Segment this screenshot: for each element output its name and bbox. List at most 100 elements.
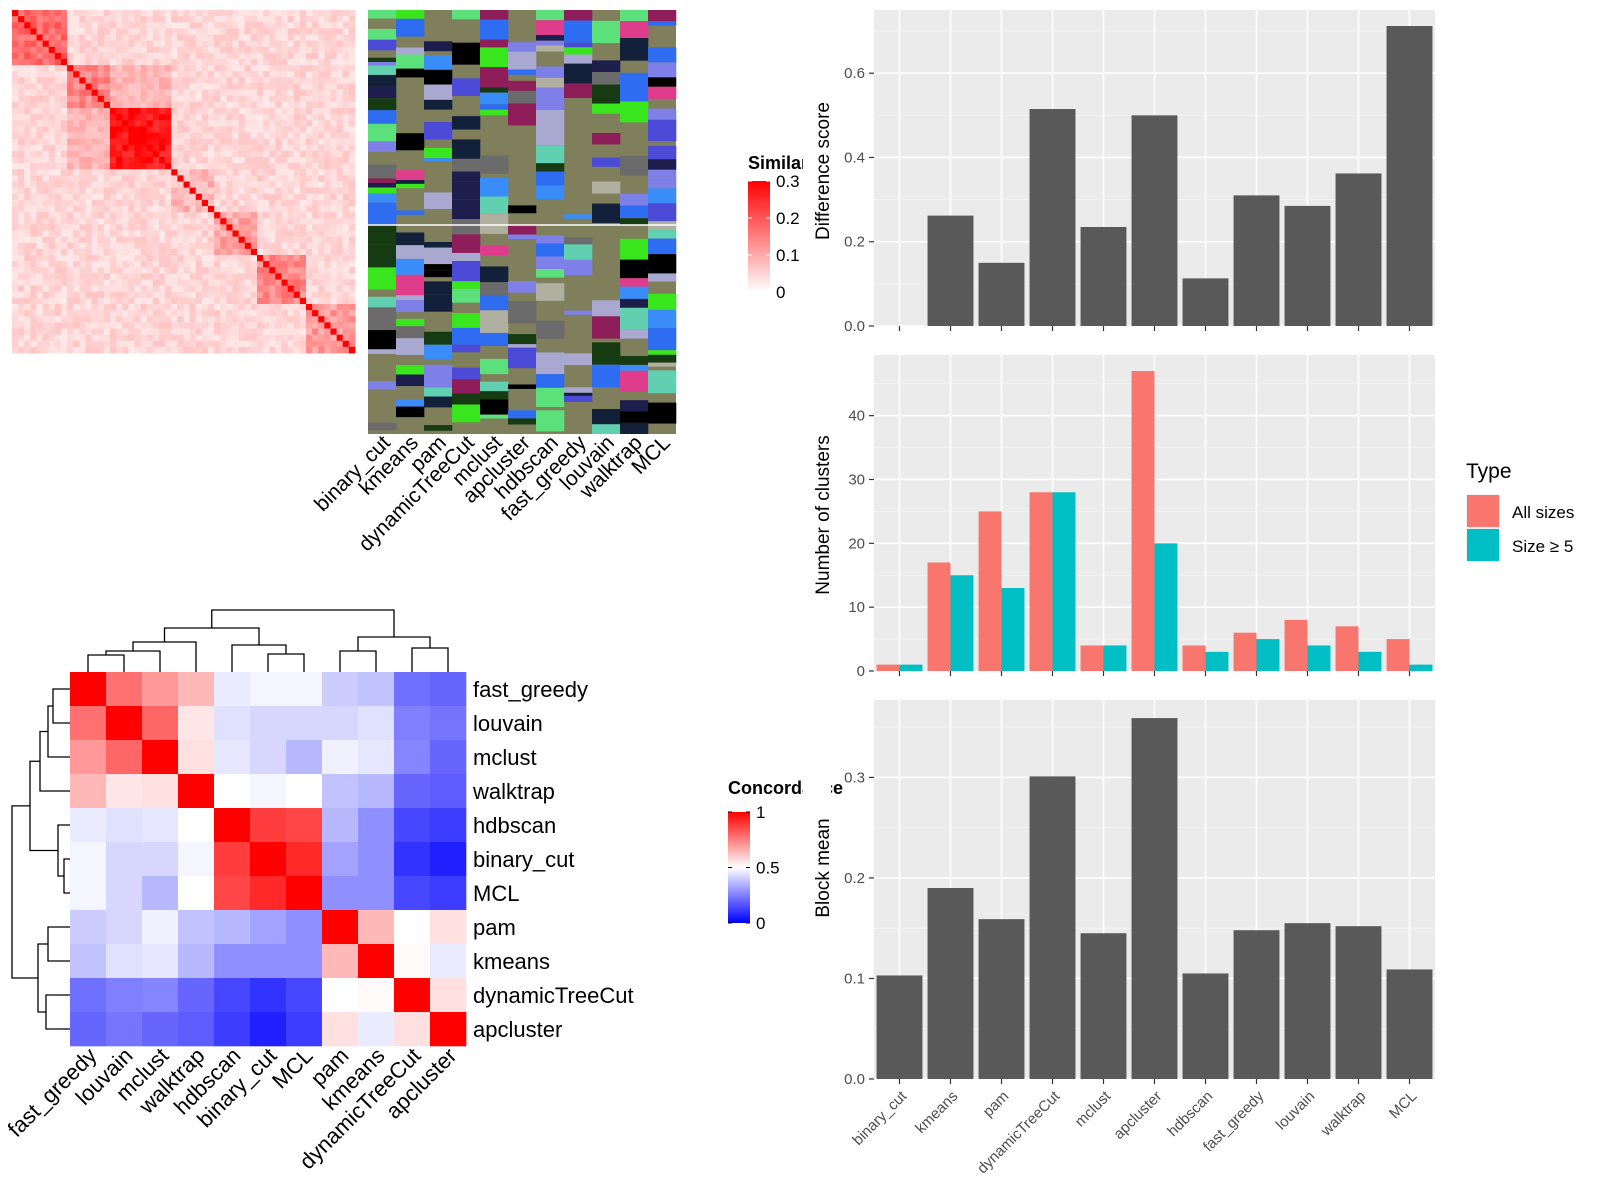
similarity-cell	[24, 120, 31, 127]
similarity-cell	[152, 83, 160, 91]
similarity-cell	[238, 83, 246, 91]
similarity-cell	[312, 212, 319, 219]
similarity-cell	[91, 267, 99, 274]
similarity-cell	[189, 65, 197, 72]
similarity-cell	[287, 77, 295, 84]
similarity-cell	[275, 304, 282, 311]
bar-pam-size-ge5	[1001, 588, 1025, 671]
similarity-cell	[318, 89, 325, 97]
similarity-cell	[103, 28, 111, 35]
annotation-segment	[592, 103, 621, 114]
similarity-cell	[189, 77, 197, 84]
similarity-cell	[30, 83, 37, 91]
similarity-cell	[306, 322, 313, 329]
similarity-cell	[91, 193, 99, 201]
similarity-cell	[189, 224, 197, 231]
similarity-cell	[24, 169, 31, 176]
similarity-cell	[238, 193, 246, 201]
similarity-cell	[110, 28, 117, 35]
concordance-cell	[142, 774, 179, 809]
similarity-cell	[24, 138, 31, 146]
column-dendrogram	[87, 609, 449, 672]
similarity-cell	[312, 150, 319, 158]
similarity-cell	[287, 242, 295, 250]
similarity-cell	[318, 181, 325, 189]
similarity-cell	[146, 77, 154, 84]
similarity-cell	[189, 255, 197, 262]
similarity-cell	[324, 46, 331, 54]
similarity-cell	[134, 236, 142, 244]
annotation-segment	[396, 170, 425, 181]
similarity-cell	[238, 261, 246, 268]
similarity-cell	[116, 108, 123, 115]
similarity-cell	[232, 132, 240, 140]
similarity-cell	[293, 59, 301, 66]
similarity-cell	[318, 248, 325, 256]
similarity-cell	[97, 273, 105, 280]
similarity-cell	[146, 132, 154, 140]
similarity-cell	[128, 181, 135, 189]
similarity-cell	[318, 132, 325, 140]
similarity-cell	[159, 138, 166, 146]
similarity-cell	[293, 157, 301, 164]
similarity-cell	[48, 34, 56, 42]
similarity-cell	[226, 28, 233, 35]
bar-dynamictreecut-all-sizes	[1029, 492, 1053, 671]
similarity-cell	[79, 242, 86, 250]
similarity-cell	[36, 22, 44, 29]
similarity-cell	[103, 71, 111, 78]
similarity-cell	[330, 77, 338, 84]
similarity-cell	[42, 150, 50, 158]
similarity-cell	[324, 132, 331, 140]
similarity-cell	[67, 248, 74, 256]
bar-dynamictreecut	[1029, 109, 1076, 326]
similarity-cell	[299, 157, 307, 164]
similarity-cell	[336, 65, 344, 72]
similarity-cell	[177, 157, 184, 164]
similarity-cell	[73, 144, 80, 152]
similarity-cell	[140, 322, 148, 329]
similarity-cell	[281, 248, 289, 256]
similarity-cell	[67, 236, 74, 244]
similarity-cell	[48, 40, 56, 48]
similarity-cell	[85, 267, 93, 274]
similarity-cell	[312, 304, 319, 311]
similarity-cell	[208, 144, 215, 152]
similarity-cell	[201, 242, 209, 250]
similarity-cell	[152, 175, 160, 182]
similarity-cell	[30, 71, 37, 78]
similarity-cell	[18, 181, 25, 189]
similarity-cell	[330, 334, 338, 342]
similarity-cell	[165, 132, 172, 140]
similarity-cell	[183, 248, 191, 256]
similarity-cell	[48, 187, 56, 195]
similarity-cell	[318, 340, 325, 348]
similarity-cell	[171, 267, 178, 274]
similarity-cell	[281, 163, 289, 170]
similarity-cell	[330, 120, 338, 127]
similarity-cell	[42, 322, 50, 329]
annotation-segment	[424, 294, 453, 312]
similarity-cell	[42, 169, 50, 176]
similarity-cell	[220, 255, 227, 262]
similarity-cell	[293, 77, 301, 84]
similarity-cell	[238, 95, 246, 103]
similarity-cell	[73, 157, 80, 164]
similarity-cell	[195, 101, 203, 109]
similarity-cell	[36, 261, 44, 268]
similarity-cell	[97, 71, 105, 78]
similarity-cell	[250, 255, 258, 262]
similarity-cell	[177, 328, 184, 336]
similarity-cell	[220, 322, 227, 329]
similarity-cell	[312, 236, 319, 244]
similarity-cell	[110, 95, 117, 103]
similarity-cell	[73, 138, 80, 146]
similarity-cell	[85, 22, 93, 29]
similarity-cell	[281, 279, 289, 287]
similarity-cell	[312, 279, 319, 287]
similarity-cell	[165, 144, 172, 152]
similarity-cell	[110, 175, 117, 182]
similarity-cell	[97, 52, 105, 60]
similarity-cell	[263, 101, 270, 109]
similarity-cell	[67, 10, 74, 17]
